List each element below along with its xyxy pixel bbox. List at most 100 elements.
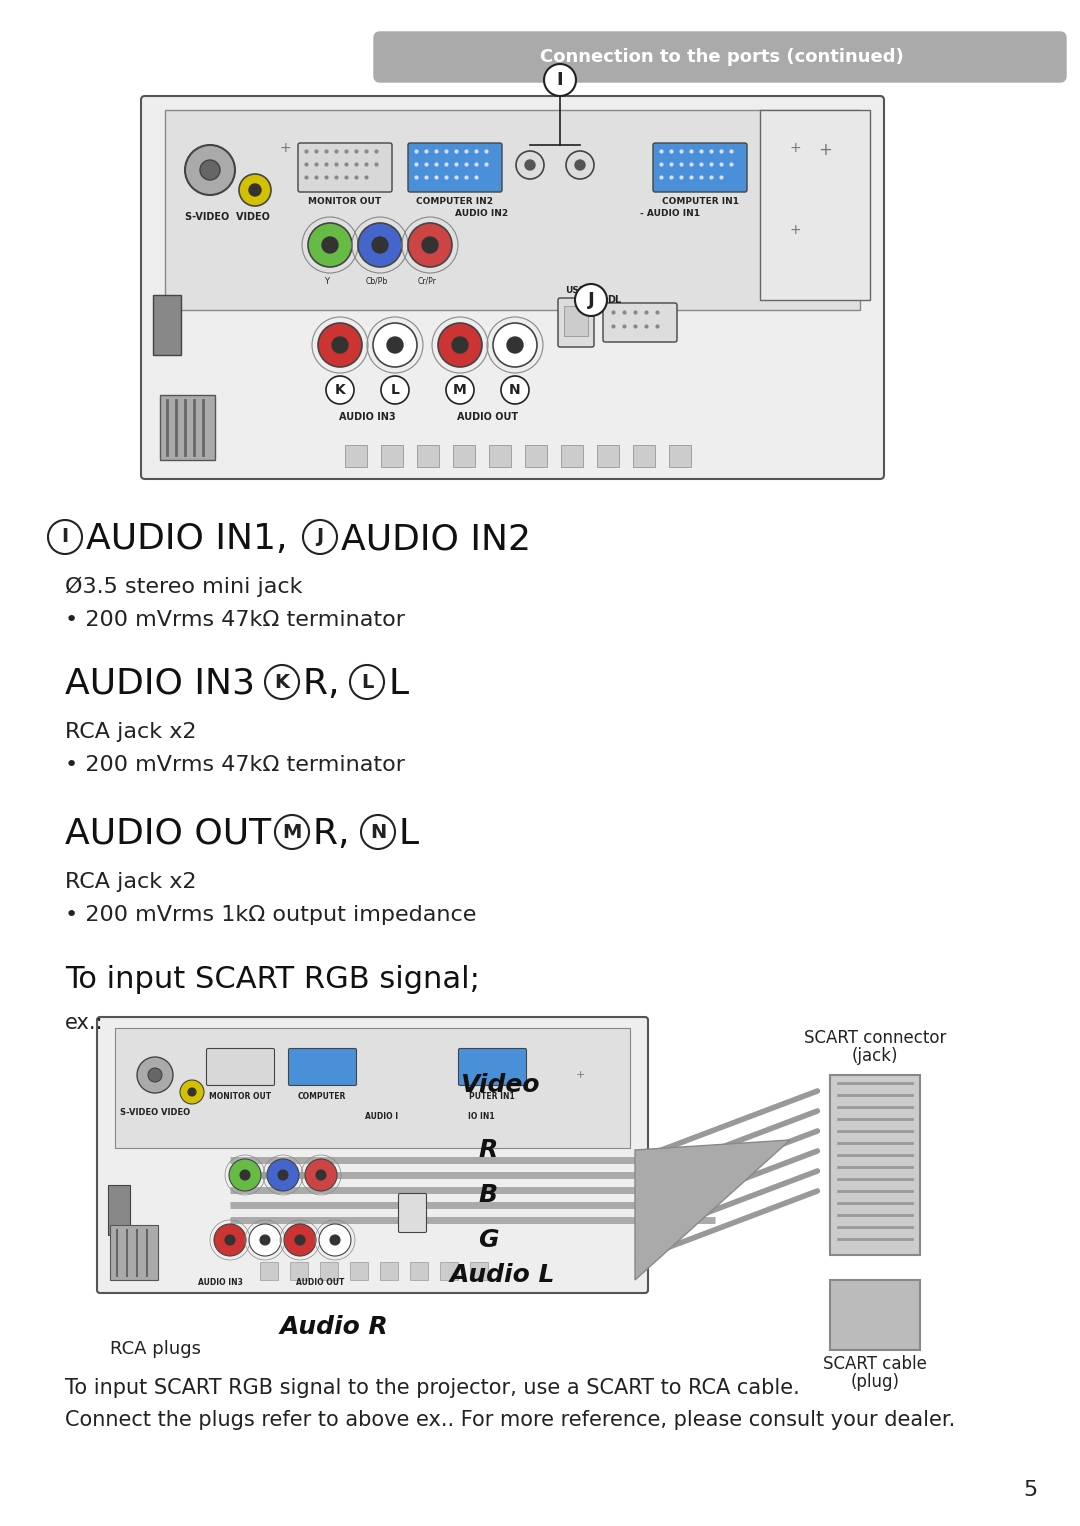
- Circle shape: [278, 1170, 288, 1180]
- Circle shape: [525, 160, 535, 169]
- Bar: [110, 1225, 158, 1280]
- Text: J: J: [316, 528, 324, 546]
- Circle shape: [200, 160, 220, 180]
- Text: +: +: [818, 140, 832, 159]
- Bar: [153, 295, 181, 356]
- Text: +: +: [789, 140, 800, 156]
- Polygon shape: [635, 1140, 789, 1280]
- Circle shape: [373, 324, 417, 366]
- Text: • 200 mVrms 47kΩ terminator: • 200 mVrms 47kΩ terminator: [65, 755, 405, 775]
- Text: AUDIO OUT: AUDIO OUT: [296, 1277, 345, 1286]
- Text: Y: Y: [324, 278, 329, 285]
- Circle shape: [544, 64, 576, 96]
- Circle shape: [316, 1170, 326, 1180]
- FancyBboxPatch shape: [603, 304, 677, 342]
- Text: (plug): (plug): [851, 1373, 900, 1392]
- Text: AUDIO IN1,: AUDIO IN1,: [86, 522, 299, 555]
- Text: IO IN1: IO IN1: [468, 1112, 495, 1122]
- Text: COMPUTER IN2: COMPUTER IN2: [417, 197, 494, 206]
- Bar: [160, 395, 215, 459]
- Bar: [320, 1262, 338, 1280]
- Text: USB: USB: [566, 285, 586, 295]
- Circle shape: [148, 1068, 162, 1082]
- Circle shape: [422, 237, 438, 253]
- Bar: [114, 1029, 630, 1148]
- Bar: [831, 1074, 920, 1254]
- Text: K: K: [335, 383, 346, 397]
- Bar: [453, 446, 475, 467]
- Bar: [597, 446, 619, 467]
- FancyBboxPatch shape: [206, 1048, 274, 1085]
- Circle shape: [188, 1088, 195, 1096]
- Circle shape: [275, 815, 309, 848]
- Text: SCART connector: SCART connector: [804, 1029, 946, 1047]
- Text: L: L: [388, 667, 408, 700]
- Circle shape: [318, 324, 362, 366]
- Circle shape: [249, 185, 261, 195]
- Circle shape: [326, 375, 354, 404]
- Circle shape: [501, 375, 529, 404]
- Text: COMPUTER IN1: COMPUTER IN1: [661, 197, 739, 206]
- Text: Audio R: Audio R: [280, 1315, 389, 1338]
- Text: AUDIO IN3: AUDIO IN3: [339, 412, 395, 423]
- Text: 5: 5: [1023, 1480, 1037, 1500]
- Circle shape: [381, 375, 409, 404]
- Text: +: +: [789, 223, 800, 237]
- Bar: [380, 1262, 399, 1280]
- Circle shape: [492, 324, 537, 366]
- Text: AUDIO IN2: AUDIO IN2: [341, 522, 531, 555]
- Text: AUDIO IN2: AUDIO IN2: [455, 209, 508, 218]
- Circle shape: [137, 1058, 173, 1093]
- Text: Video: Video: [460, 1073, 540, 1097]
- Circle shape: [180, 1080, 204, 1103]
- Bar: [561, 446, 583, 467]
- Text: +: +: [280, 140, 291, 156]
- Circle shape: [507, 337, 523, 353]
- Text: (jack): (jack): [852, 1047, 899, 1065]
- Circle shape: [319, 1224, 351, 1256]
- Circle shape: [249, 1224, 281, 1256]
- Bar: [345, 446, 367, 467]
- Text: AUDIO OUT: AUDIO OUT: [65, 816, 283, 852]
- Circle shape: [446, 375, 474, 404]
- Text: MONITOR OUT: MONITOR OUT: [208, 1093, 271, 1100]
- Circle shape: [516, 151, 544, 179]
- Text: R: R: [478, 1138, 497, 1161]
- FancyBboxPatch shape: [288, 1048, 356, 1085]
- Text: J: J: [588, 291, 594, 308]
- Text: ex.:: ex.:: [65, 1013, 104, 1033]
- FancyBboxPatch shape: [459, 1048, 527, 1085]
- Bar: [633, 446, 654, 467]
- Text: Cb/Pb: Cb/Pb: [366, 278, 388, 285]
- Circle shape: [48, 520, 82, 554]
- Circle shape: [566, 151, 594, 179]
- Circle shape: [330, 1235, 340, 1245]
- Circle shape: [361, 815, 395, 848]
- Text: K: K: [274, 673, 289, 691]
- Bar: [440, 1262, 458, 1280]
- Text: N: N: [509, 383, 521, 397]
- Bar: [669, 446, 691, 467]
- Bar: [350, 1262, 368, 1280]
- Bar: [831, 1280, 920, 1351]
- Text: B: B: [478, 1183, 497, 1207]
- Circle shape: [303, 520, 337, 554]
- Text: DL: DL: [607, 295, 621, 305]
- Text: To input SCART RGB signal;: To input SCART RGB signal;: [65, 964, 480, 993]
- Circle shape: [357, 223, 402, 267]
- Text: AUDIO IN3: AUDIO IN3: [198, 1277, 242, 1286]
- Text: M: M: [454, 383, 467, 397]
- Circle shape: [308, 223, 352, 267]
- Text: RCA jack x2: RCA jack x2: [65, 871, 197, 893]
- Text: I: I: [556, 72, 564, 89]
- Text: RCA plugs: RCA plugs: [110, 1340, 201, 1358]
- Text: Connect the plugs refer to above ex.. For more reference, please consult your de: Connect the plugs refer to above ex.. Fo…: [65, 1410, 955, 1430]
- Circle shape: [240, 1170, 249, 1180]
- Circle shape: [185, 145, 235, 195]
- Text: SCART cable: SCART cable: [823, 1355, 927, 1373]
- Text: To input SCART RGB signal to the projector, use a SCART to RCA cable.: To input SCART RGB signal to the project…: [65, 1378, 800, 1398]
- Bar: [260, 1262, 278, 1280]
- Text: R: R: [457, 377, 463, 386]
- Text: R,: R,: [313, 816, 361, 852]
- Text: L: L: [391, 383, 400, 397]
